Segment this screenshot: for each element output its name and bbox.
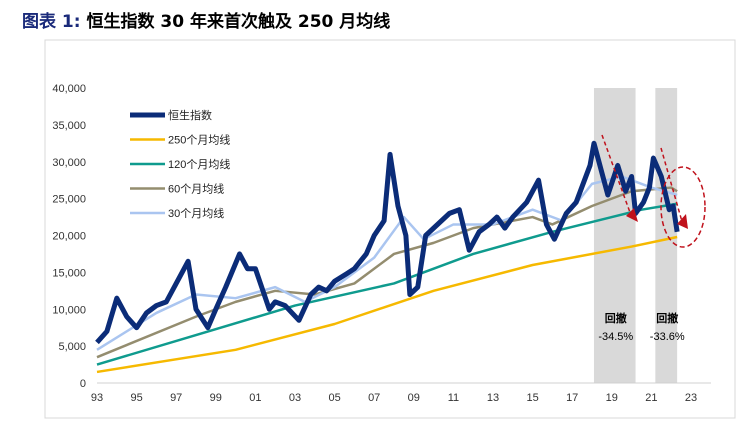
figure-label: 图表 1:	[22, 12, 81, 32]
annotation-label: 回撤	[656, 311, 678, 325]
legend-label: 60个月均线	[168, 182, 224, 196]
annotation-value: -33.6%	[650, 331, 685, 343]
x-tick-label: 01	[249, 392, 261, 404]
series-line-4	[96, 175, 678, 351]
x-tick-label: 05	[328, 392, 340, 404]
arrowhead-icon	[677, 214, 688, 229]
x-tick-label: 21	[645, 392, 657, 404]
x-tick-label: 11	[448, 392, 459, 404]
x-tick-label: 13	[487, 392, 499, 404]
drawdown-arrow-2	[660, 147, 684, 226]
annotation-value: -34.5%	[598, 331, 633, 343]
drawdown-arrow-1	[601, 134, 633, 219]
series-line-2	[96, 202, 678, 366]
x-tick-label: 15	[526, 392, 538, 404]
shaded-period-0	[593, 88, 636, 383]
y-tick-label: 5,000	[58, 341, 86, 353]
legend-label: 120个月均线	[168, 157, 230, 171]
y-tick-label: 20,000	[52, 231, 86, 243]
y-tick-label: 0	[80, 378, 86, 390]
x-tick-label: 07	[368, 392, 380, 404]
chart-title: 图表 1: 恒生指数 30 年来首次触及 250 月均线	[22, 7, 390, 32]
x-tick-label: 19	[606, 392, 618, 404]
y-tick-label: 15,000	[52, 267, 86, 279]
legend-label: 30个月均线	[168, 206, 224, 220]
annotation-label: 回撤	[605, 311, 627, 325]
x-tick-label: 99	[210, 392, 222, 404]
legend-label: 恒生指数	[168, 108, 212, 122]
y-tick-label: 35,000	[52, 120, 86, 132]
series-line-3	[96, 186, 678, 359]
x-tick-label: 97	[170, 392, 182, 404]
arrowhead-icon	[626, 208, 638, 222]
x-tick-label: 09	[408, 392, 420, 404]
series-line-0	[95, 140, 680, 345]
x-tick-label: 95	[130, 392, 142, 404]
y-tick-label: 10,000	[52, 304, 86, 316]
x-tick-label: 03	[289, 392, 301, 404]
y-tick-label: 25,000	[52, 194, 86, 206]
x-tick-label: 93	[91, 392, 103, 404]
x-tick-label: 23	[685, 392, 697, 404]
shaded-period-1	[655, 88, 678, 383]
highlight-circle	[660, 166, 706, 248]
legend-label: 250个月均线	[168, 133, 230, 147]
y-tick-label: 40,000	[52, 83, 86, 95]
y-tick-label: 30,000	[52, 157, 86, 169]
series-line-1	[96, 235, 678, 374]
x-tick-label: 17	[566, 392, 578, 404]
title-text: 恒生指数 30 年来首次触及 250 月均线	[86, 12, 391, 32]
chart-frame	[44, 39, 736, 419]
